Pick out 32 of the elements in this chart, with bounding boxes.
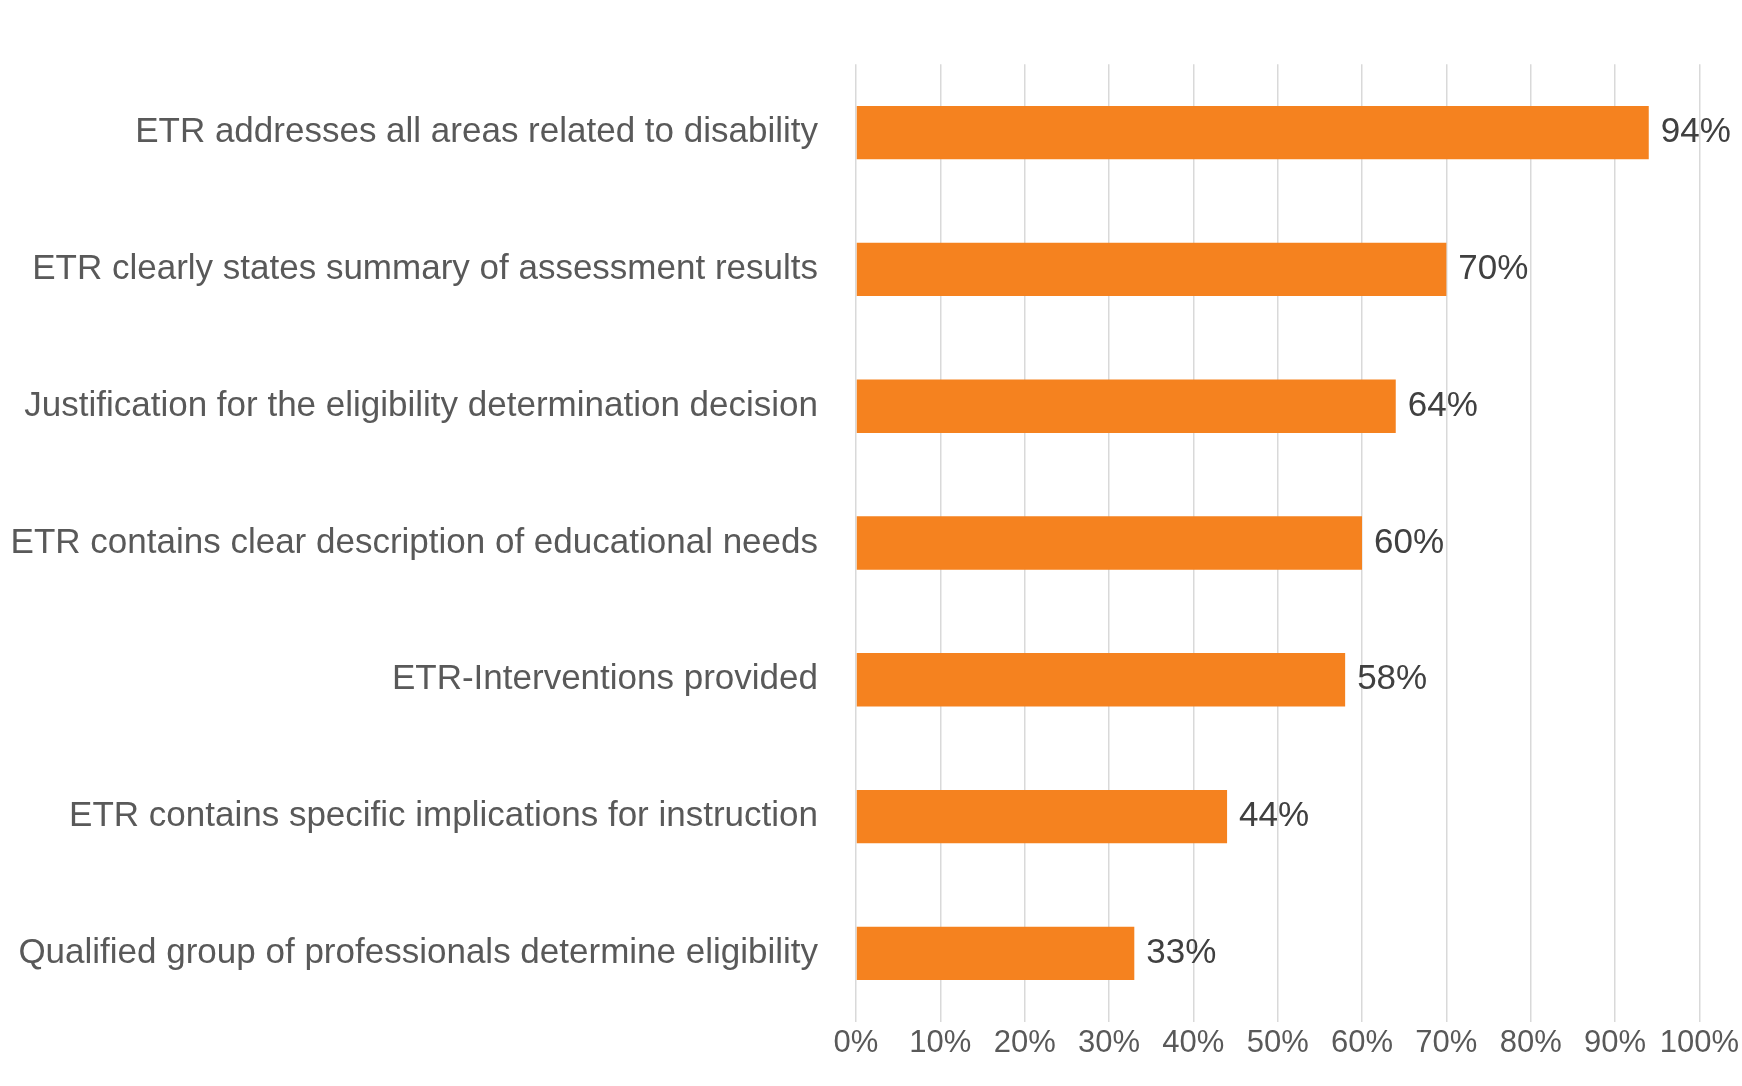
y-tick-label: ETR addresses all areas related to disability	[135, 110, 819, 150]
y-tick-label: Justification for the eligibility determination decision	[24, 383, 818, 423]
bar	[856, 653, 1346, 707]
data-label: 70%	[1458, 247, 1529, 287]
y-tick-label: ETR contains specific implications for instruction	[69, 794, 818, 834]
data-label: 64%	[1407, 383, 1478, 423]
x-tick-label: 0%	[833, 1023, 879, 1059]
y-tick-label: ETR contains clear description of educational needs	[10, 520, 818, 560]
y-tick-label: Qualified group of professionals determine eligibility	[18, 931, 819, 971]
x-tick-label: 50%	[1246, 1023, 1309, 1059]
bar	[856, 516, 1363, 570]
bar	[856, 105, 1649, 160]
x-tick-label: 30%	[1077, 1023, 1141, 1059]
y-tick-label: ETR clearly states summary of assessment results	[32, 247, 818, 287]
x-tick-label: 60%	[1330, 1023, 1394, 1059]
x-tick-label: 20%	[993, 1023, 1056, 1059]
x-tick-label: 40%	[1162, 1023, 1225, 1059]
x-tick-label: 70%	[1415, 1023, 1478, 1059]
data-label: 58%	[1357, 657, 1428, 697]
data-label: 60%	[1374, 520, 1445, 560]
y-tick-label: ETR-Interventions provided	[391, 657, 818, 697]
x-tick-label: 10%	[909, 1023, 972, 1059]
x-tick-label: 100%	[1659, 1023, 1740, 1059]
bar	[856, 926, 1135, 981]
bar	[856, 379, 1396, 433]
x-tick-label: 90%	[1584, 1023, 1647, 1059]
data-label: 44%	[1239, 794, 1310, 834]
x-tick-label: 80%	[1499, 1023, 1562, 1059]
bar	[856, 789, 1228, 844]
bar	[856, 242, 1447, 297]
data-label: 94%	[1660, 110, 1731, 150]
data-label: 33%	[1146, 931, 1217, 971]
